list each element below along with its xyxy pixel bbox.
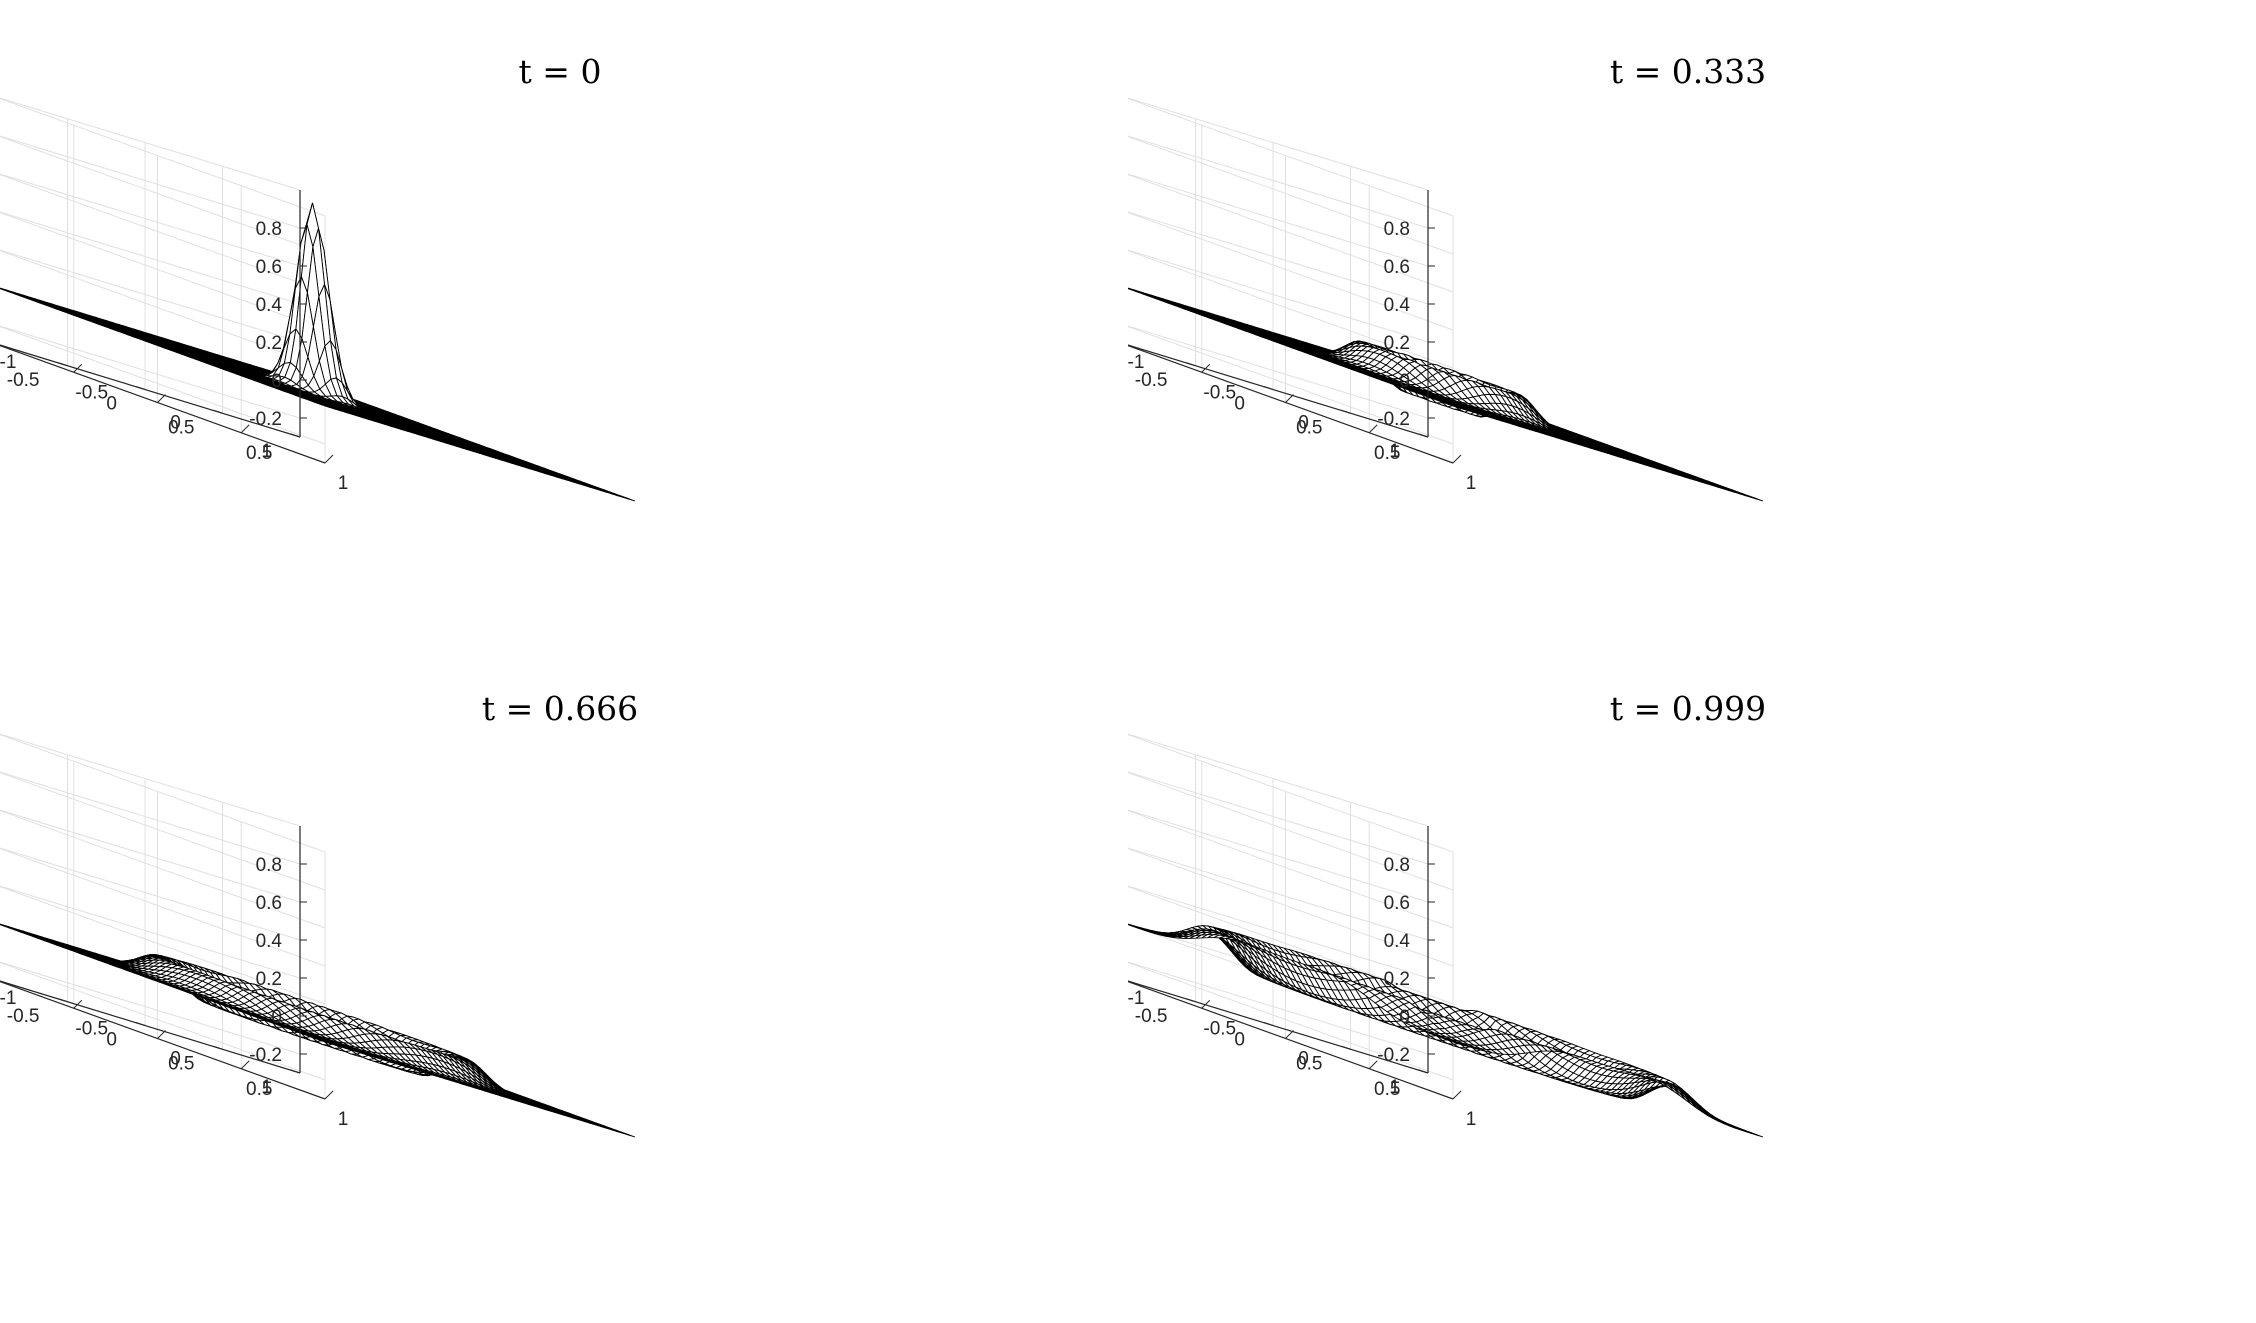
y-tick [58,362,68,367]
x-tick-label: -1 [0,352,16,373]
grid-line [0,135,301,229]
z-tick-label: -0.2 [249,409,282,430]
z-tick-label: 0 [271,371,282,392]
x-tick-label: 0.5 [246,443,272,464]
y-tick-label: 0 [106,394,117,415]
x-tick-label: 0 [170,413,181,434]
x-tick-label: 1 [338,473,349,494]
z-tick-label: 0.2 [256,333,282,354]
mesh-cell [318,403,331,409]
y-tick [213,409,223,414]
grid-line [0,97,301,191]
axes: -0.200.20.40.60.8-1-0.500.51-1-0.500.51 [0,190,348,494]
x-tick [157,394,166,403]
subplot-title: t = 0 [518,52,602,91]
y-tick [290,433,301,438]
z-tick-label: 0.6 [256,257,282,278]
x-tick [73,363,83,373]
subplot-2: t = 0.333 -0.200.20.40.60.8-1-0.500.51-1… [1128,0,2256,661]
grid-lines [1128,97,1454,463]
surface-plot: -0.200.20.40.60.8-1-0.500.51-1-0.500.51 [0,97,636,502]
y-tick-label: 0.5 [168,417,194,438]
y-tick-label: 1 [261,441,272,462]
y-tick [135,386,146,390]
surface-plot: -0.200.20.40.60.8-1-0.500.51-1-0.500.51 [1128,97,1764,502]
x-tick [324,454,334,464]
grid-line [1128,135,1429,229]
grid-lines [0,97,326,463]
surface-mesh [0,202,636,502]
y-tick-label: -0.5 [7,370,40,391]
x-tick [240,424,250,434]
z-tick-label: 0.4 [256,295,283,316]
subplot-1: t = 0 -0.200.20.40.60.8-1-0.500.51-1-0.5… [0,0,1128,661]
grid-line [1128,97,1429,191]
z-tick-label: 0.8 [256,219,282,240]
subplot-title: t = 0.333 [1609,52,1767,91]
x-tick-label: -0.5 [75,382,108,403]
surface-mesh [1128,287,1764,502]
